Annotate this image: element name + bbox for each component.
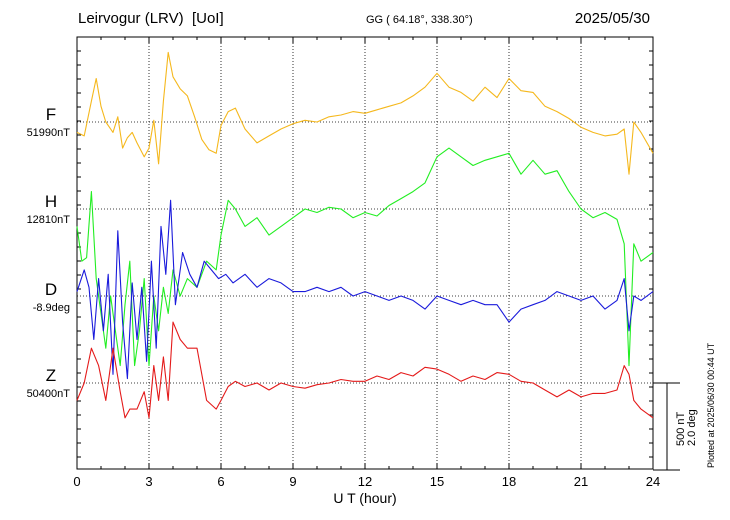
- series-line-F: [76, 51, 654, 175]
- baseline-label-D: -8.9deg: [32, 302, 70, 314]
- baseline-label-H: 12810nT: [26, 214, 70, 226]
- component-label-D: D: [44, 280, 58, 299]
- x-tick-label: 15: [429, 474, 445, 489]
- x-tick-label: 0: [73, 474, 81, 489]
- x-tick-label: 6: [217, 474, 225, 489]
- series-line-H: [76, 147, 654, 367]
- component-label-F: F: [45, 105, 57, 124]
- x-tick-label: 9: [289, 474, 297, 489]
- series-line-D: [76, 199, 654, 380]
- date-label: 2025/05/30: [574, 10, 650, 27]
- plotted-timestamp: Plotted at 2025/06/30 00:44 UT: [706, 342, 716, 468]
- x-tick-label: 3: [145, 474, 153, 489]
- x-tick-label: 21: [573, 474, 589, 489]
- station-title: Leirvogur (LRV) [UoI]: [78, 10, 224, 27]
- series-line-Z: [76, 321, 654, 419]
- x-tick-label: 24: [645, 474, 661, 489]
- institute-label: [UoI]: [191, 10, 224, 27]
- baseline-label-Z: 50400nT: [26, 388, 70, 400]
- baseline-label-F: 51990nT: [26, 127, 70, 139]
- scale-deg-label: 2.0 deg: [686, 409, 698, 446]
- component-label-H: H: [44, 192, 58, 211]
- x-tick-label: 18: [501, 474, 517, 489]
- x-tick-label: 12: [357, 474, 373, 489]
- station-name: Leirvogur (LRV): [78, 10, 184, 27]
- coordinates-label: GG ( 64.18°, 338.30°): [366, 14, 473, 26]
- x-axis-label: U T (hour): [333, 490, 397, 506]
- component-label-Z: Z: [45, 366, 57, 385]
